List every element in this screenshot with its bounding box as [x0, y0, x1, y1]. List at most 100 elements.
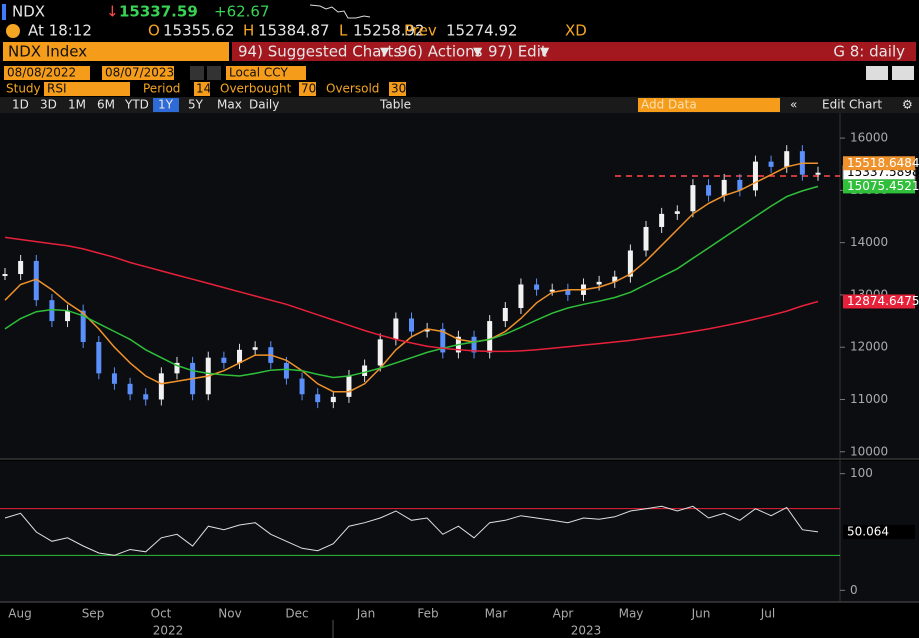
candle: [362, 365, 368, 376]
last-price: 15337.59: [119, 3, 198, 21]
security-box[interactable]: [3, 42, 229, 61]
study-label: Study: [6, 82, 41, 96]
down-arrow: ↓: [106, 3, 119, 21]
series-line: [4, 236, 819, 353]
next-btn[interactable]: [207, 66, 221, 80]
edit-chart[interactable]: Edit Chart: [822, 98, 882, 112]
low-label: L: [339, 22, 348, 40]
candle: [2, 274, 8, 277]
candle: [174, 362, 180, 374]
price-panel: [0, 113, 919, 458]
overbought[interactable]: 70: [301, 82, 316, 96]
period-box[interactable]: [194, 82, 210, 96]
range-button[interactable]: 1D: [12, 98, 29, 112]
plot: 1000011000120001300014000150001600015337…: [0, 131, 919, 597]
end-date-box[interactable]: [102, 66, 174, 80]
candle: [346, 375, 352, 397]
range-buttons: 1D 3D 1M 6M YTD 1Y 5Y Max Daily: [12, 98, 279, 112]
add-data[interactable]: Add Data: [641, 98, 697, 112]
candle: [690, 185, 696, 212]
candle: [237, 349, 243, 363]
candle: [487, 321, 493, 353]
security[interactable]: NDX Index: [8, 43, 87, 61]
period[interactable]: 14: [196, 82, 211, 96]
open-label: O: [148, 22, 160, 40]
end-date[interactable]: 08/07/2023: [105, 66, 174, 80]
study-name[interactable]: RSI: [47, 82, 67, 96]
settings-icon[interactable]: ⚙: [902, 98, 913, 112]
range-button[interactable]: 1Y: [158, 98, 174, 112]
range-button[interactable]: Daily: [249, 98, 279, 112]
add-data-box[interactable]: [638, 98, 780, 112]
range-button[interactable]: 5Y: [188, 98, 204, 112]
menu-caret: ▼: [473, 45, 483, 59]
range-button[interactable]: 1M: [68, 98, 86, 112]
x-tick-label: Oct: [151, 607, 172, 621]
y-tick-label: 0: [850, 583, 858, 597]
x-tick-label: Apr: [553, 607, 574, 621]
study-box[interactable]: [44, 82, 130, 96]
candle: [768, 161, 774, 167]
x-tick-label: Sep: [82, 607, 105, 621]
menu-item[interactable]: 94) Suggested Charts: [238, 43, 401, 61]
flag: XD: [565, 22, 587, 40]
candle: [158, 373, 164, 400]
candle: [721, 179, 727, 196]
candle: [111, 373, 117, 384]
oversold[interactable]: 30: [391, 82, 406, 96]
open: 15355.62: [163, 22, 235, 40]
candle: [815, 172, 821, 175]
start-date[interactable]: 08/08/2022: [7, 66, 76, 80]
candle: [330, 396, 336, 403]
candle: [518, 284, 524, 309]
table-button[interactable]: Table: [379, 98, 411, 112]
last-value-label: 15518.6484: [847, 156, 919, 170]
page-id: G 8: daily: [833, 43, 905, 61]
series-line: [4, 185, 819, 379]
start-date-box[interactable]: [4, 66, 90, 80]
x-tick-label: May: [619, 607, 644, 621]
oversold-box[interactable]: [389, 82, 406, 96]
candle: [596, 281, 602, 285]
range-button[interactable]: YTD: [124, 98, 149, 112]
currency[interactable]: Local CCY: [229, 66, 288, 80]
menu-caret: ▼: [380, 45, 390, 59]
overbought-label: Overbought: [220, 82, 292, 96]
menu-item[interactable]: 97) Edit: [488, 43, 547, 61]
menu-bar: [232, 42, 916, 61]
range-button[interactable]: 6M: [97, 98, 115, 112]
range-button[interactable]: Max: [217, 98, 242, 112]
y-tick-label: 10000: [850, 444, 888, 458]
x-tick-label: Jun: [691, 607, 711, 621]
last-value-label: 15075.4521: [847, 179, 919, 193]
candle: [127, 383, 133, 395]
candle: [283, 362, 289, 379]
candle: [440, 328, 446, 353]
year-label: 2023: [571, 624, 602, 638]
collapse[interactable]: «: [790, 98, 797, 112]
redo-btn[interactable]: [892, 66, 914, 80]
prev-btn[interactable]: [190, 66, 204, 80]
x-tick-label: Aug: [8, 607, 31, 621]
x-tick-label: Jul: [760, 607, 775, 621]
candle: [252, 347, 258, 350]
overbought-box[interactable]: [299, 82, 316, 96]
candle: [424, 328, 430, 332]
candle: [549, 289, 555, 292]
ccy-box[interactable]: [226, 66, 306, 80]
last-value-label: 50.064: [847, 524, 889, 538]
menu-caret: ▼: [540, 45, 550, 59]
candle: [643, 226, 649, 251]
candle: [221, 357, 227, 363]
x-tick-label: Feb: [417, 607, 438, 621]
x-tick-label: Dec: [285, 607, 308, 621]
sparkline: [309, 4, 371, 19]
prev: 15274.92: [446, 22, 518, 40]
menu-item[interactable]: 96) Actions: [398, 43, 483, 61]
period-label: Period: [143, 82, 180, 96]
range-button[interactable]: 3D: [40, 98, 57, 112]
undo-btn[interactable]: [866, 66, 888, 80]
selected-button-bg: [153, 98, 179, 112]
prev-label: Prev: [404, 22, 437, 40]
low: 15258.92: [353, 22, 425, 40]
